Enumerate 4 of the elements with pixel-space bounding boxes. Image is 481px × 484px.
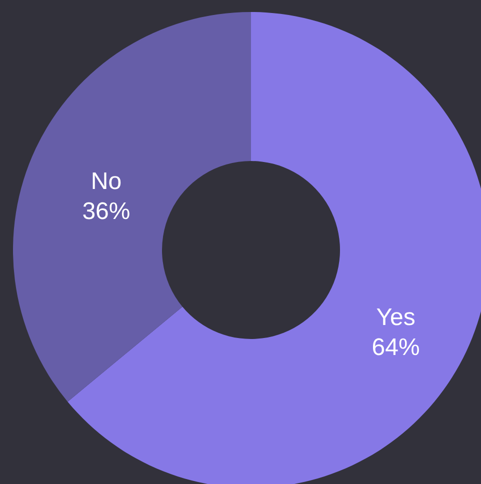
slice-label: No — [90, 168, 122, 195]
data-label: 36% — [82, 198, 130, 225]
data-label: 64% — [372, 334, 420, 362]
slice-label: Yes — [376, 304, 416, 332]
